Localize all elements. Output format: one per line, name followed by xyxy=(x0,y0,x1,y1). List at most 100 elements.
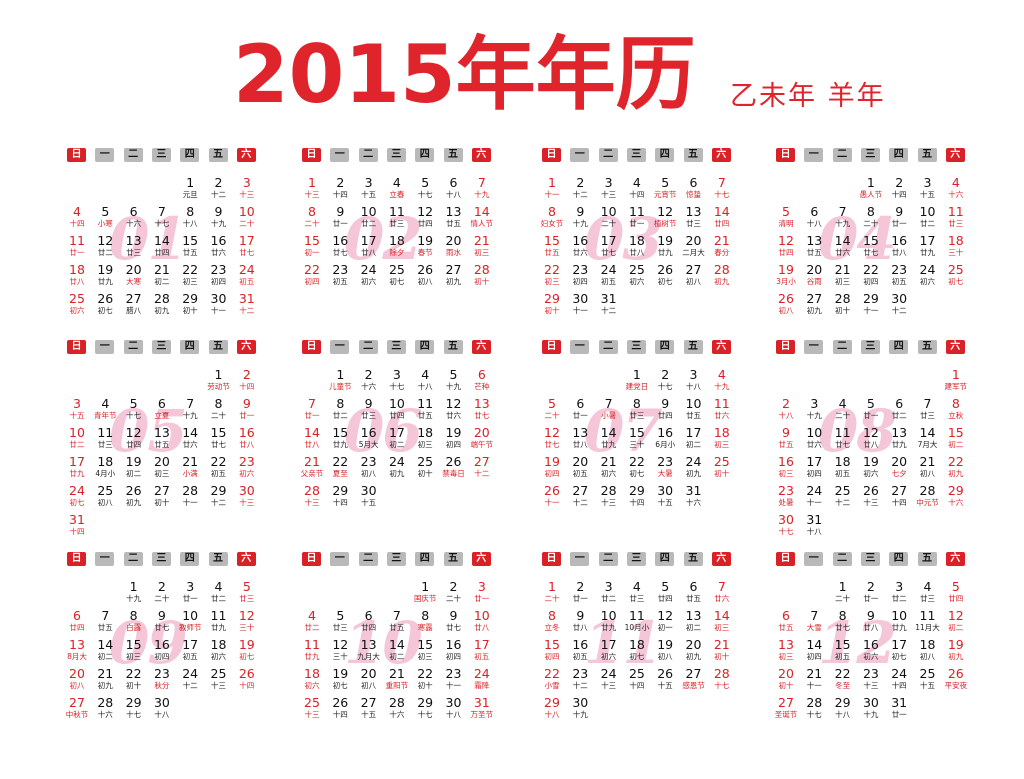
lunar-label: 十一 xyxy=(211,306,226,315)
lunar-label: 初六 xyxy=(601,652,617,661)
lunar-label: 初四 xyxy=(446,652,461,661)
day-cell: 20 初八 xyxy=(355,667,383,695)
lunar-label: 大雪 xyxy=(806,623,822,632)
lunar-label: 11月大 xyxy=(915,623,940,632)
day-number: 2 xyxy=(214,175,223,190)
day-cell: 1 国庆节 xyxy=(411,580,439,608)
lunar-label: 三十 xyxy=(948,248,964,257)
day-cell: 15 初五 xyxy=(829,638,857,666)
day-cell: 10 廿二 xyxy=(63,426,91,454)
day-cell: 27 腊八 xyxy=(120,292,148,320)
day-number: 27 xyxy=(685,262,702,277)
weekday-label: 一 xyxy=(95,340,115,354)
lunar-label: 初四 xyxy=(211,277,226,286)
day-number: 15 xyxy=(332,425,349,440)
weekday-label: 四 xyxy=(415,148,435,162)
lunar-label: 十六 xyxy=(686,498,701,507)
lunar-label: 二十 xyxy=(154,594,170,603)
day-number: 26 xyxy=(238,666,255,681)
day-cell: 20 七夕 xyxy=(885,455,913,483)
day-number: 24 xyxy=(238,262,255,277)
day-number: 24 xyxy=(919,262,936,277)
day-cell: 18 初三 xyxy=(411,426,439,454)
lunar-label: 大寒 xyxy=(126,277,142,286)
lunar-label: 十五 xyxy=(920,190,935,199)
day-cell: 30 十九 xyxy=(566,696,594,724)
day-number: 6 xyxy=(895,396,904,411)
day-number: 3 xyxy=(73,396,81,411)
calendar-subtitle: 乙未年 羊年 xyxy=(730,81,886,112)
day-number: 9 xyxy=(895,204,904,219)
weekday-label: 四 xyxy=(655,148,675,162)
lunar-label: 初三 xyxy=(714,440,730,449)
lunar-label: 初四 xyxy=(806,652,822,661)
day-number: 7 xyxy=(477,175,486,190)
day-number: 24 xyxy=(182,666,199,681)
day-number: 14 xyxy=(182,425,199,440)
day-number: 9 xyxy=(214,204,223,219)
day-number: 18 xyxy=(628,233,645,248)
weekday-header: 日一二三四五六 xyxy=(298,552,498,566)
weekday-label: 三 xyxy=(386,148,406,162)
lunar-label: 十八 xyxy=(835,710,851,719)
lunar-label: 秋分 xyxy=(154,681,170,690)
lunar-label: 劳动节 xyxy=(207,382,230,391)
day-cell: 24 初五 xyxy=(233,263,261,291)
day-number: 10 xyxy=(600,608,617,623)
lunar-label: 廿一 xyxy=(182,594,198,603)
day-number: 31 xyxy=(600,291,617,306)
lunar-label: 万圣节 xyxy=(470,710,494,719)
lunar-label: 十八 xyxy=(544,710,560,719)
weekday-label: 二 xyxy=(832,552,852,566)
lunar-label: 廿三 xyxy=(948,219,964,228)
day-cell: 10 廿二 xyxy=(355,205,383,233)
lunar-label: 初九 xyxy=(806,306,822,315)
lunar-label: 十六 xyxy=(948,498,964,507)
day-number: 26 xyxy=(125,483,142,498)
lunar-label: 廿一 xyxy=(332,219,348,228)
lunar-label: 二十 xyxy=(544,411,560,420)
weekday-header: 日一二三四五六 xyxy=(538,552,738,566)
lunar-label: 初九 xyxy=(714,277,730,286)
lunar-label: 十四 xyxy=(332,190,348,199)
lunar-label: 十二 xyxy=(601,306,617,315)
day-cell: 9 十九 xyxy=(205,205,233,233)
day-cell: 14 初三 xyxy=(708,609,736,637)
day-cell: 7 十七 xyxy=(708,176,736,204)
month-4: 04 日一二三四五六 1 愚人节 2 十四 3 十五 4 十六 5 清明 6 十八 7 十九 8 二十 9 廿一 10 廿… xyxy=(772,148,972,358)
weekday-label: 日 xyxy=(776,148,795,162)
lunar-label: 三十 xyxy=(239,623,255,632)
lunar-label: 中秋节 xyxy=(65,710,89,719)
lunar-label: 初六 xyxy=(211,652,226,661)
lunar-label: 十四 xyxy=(239,382,255,391)
day-cell: 13 廿八 xyxy=(566,426,594,454)
weekday-label: 一 xyxy=(570,340,590,354)
day-cell: 19 初八 xyxy=(651,638,679,666)
day-number: 5 xyxy=(548,396,556,411)
day-number: 24 xyxy=(360,262,377,277)
lunar-label: 十四 xyxy=(891,681,907,690)
day-cell: 21 初十 xyxy=(708,638,736,666)
day-cell: 10 二十 xyxy=(595,205,623,233)
day-cell: 19 初六 xyxy=(857,455,885,483)
day-number: 11 xyxy=(947,204,964,219)
day-number: 23 xyxy=(572,262,589,277)
day-number: 5 xyxy=(449,367,458,382)
lunar-label: 廿一 xyxy=(891,219,907,228)
lunar-label: 7月大 xyxy=(917,440,938,449)
day-cell: 3 十三 xyxy=(233,176,261,204)
lunar-label: 廿三 xyxy=(920,594,935,603)
day-cell: 21 初三 xyxy=(468,234,496,262)
day-cell: 3 十七 xyxy=(383,368,411,396)
day-cell: 3 十五 xyxy=(63,397,91,425)
day-number: 26 xyxy=(445,454,462,469)
day-cell: 25 初七 xyxy=(942,263,970,291)
lunar-label: 十九 xyxy=(446,382,461,391)
day-number: 18 xyxy=(388,233,405,248)
day-number: 13 xyxy=(806,233,823,248)
day-cell: 26 初八 xyxy=(411,263,439,291)
day-number: 5 xyxy=(951,579,960,594)
lunar-label: 初五 xyxy=(239,277,255,286)
day-cell: 9 廿一 xyxy=(885,205,913,233)
lunar-label: 十四 xyxy=(629,190,645,199)
